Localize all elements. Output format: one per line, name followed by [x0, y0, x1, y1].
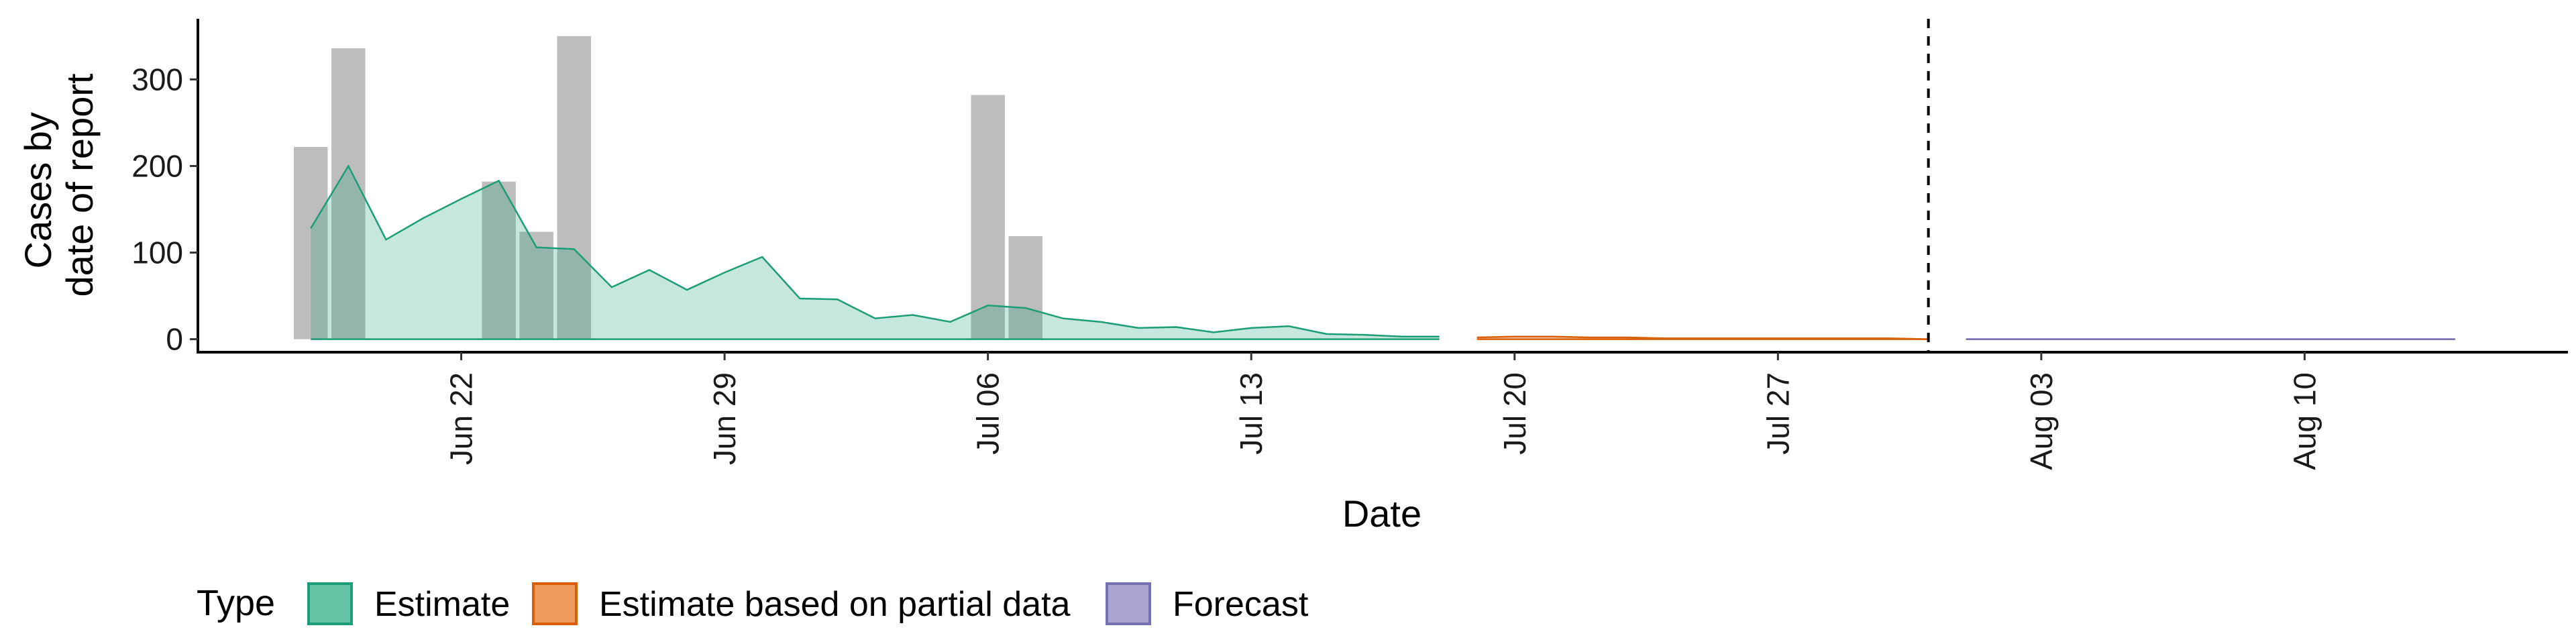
legend-label-estimate: Estimate [374, 585, 510, 624]
y-axis-title-line-2: date of report [58, 73, 101, 297]
y-tick-label-200: 200 [131, 148, 183, 183]
legend: Type Estimate Estimate based on partial d… [197, 582, 1309, 625]
y-tick-label-300: 300 [131, 62, 183, 97]
axes-layer [197, 19, 2568, 354]
case-bar-2020-06-25 [557, 36, 592, 339]
series-area-estimate [311, 166, 1440, 339]
x-tick-label-2020-07-06: Jul 06 [971, 372, 1006, 455]
x-tick-label-2020-06-29: Jun 29 [707, 372, 742, 465]
x-axis-title: Date [1342, 492, 1421, 535]
x-ticks-layer: Jun 22 Jun 29 Jul 06 Jul 13 Jul 20 Jul 27 Aug … [444, 352, 2322, 470]
x-tick-label-2020-06-22: Jun 22 [444, 372, 479, 465]
series-line-estimate [310, 164, 1440, 338]
areas-layer [310, 164, 2455, 340]
case-bar-2020-06-23 [482, 181, 516, 339]
y-tick-label-100: 100 [131, 235, 183, 270]
legend-title: Type [197, 583, 275, 623]
legend-swatch-estimate-based-on-partial-data [532, 582, 578, 625]
y-axis-title: Cases by date of report [17, 73, 101, 297]
legend-label-forecast: Forecast [1173, 585, 1309, 624]
case-bar-2020-07-07 [1008, 236, 1042, 339]
legend-swatch-forecast [1106, 582, 1151, 625]
legend-label-estimate-based-on-partial-data: Estimate based on partial data [599, 585, 1071, 624]
x-tick-label-2020-07-13: Jul 13 [1234, 372, 1269, 455]
y-ticks-layer: 0 100 200 300 [131, 62, 198, 357]
x-tick-label-2020-08-10: Aug 10 [2287, 372, 2322, 470]
case-bar-2020-06-19 [331, 48, 366, 339]
x-tick-label-2020-08-03: Aug 03 [2024, 372, 2059, 470]
legend-entries: Estimate Estimate based on partial data Fo… [307, 582, 1309, 625]
legend-swatch-estimate [307, 582, 353, 625]
x-tick-label-2020-07-20: Jul 20 [1497, 372, 1532, 455]
series-line-estimate-based-on-partial-data [1477, 335, 1929, 340]
case-bar-2020-06-18 [294, 147, 328, 339]
bars-layer [294, 36, 1042, 339]
y-axis-title-line-1: Cases by [17, 112, 59, 268]
case-bar-2020-06-24 [519, 231, 553, 339]
x-tick-label-2020-07-27: Jul 27 [1760, 372, 1795, 455]
y-tick-label-0: 0 [166, 322, 183, 357]
case-bar-2020-07-06 [971, 95, 1005, 339]
